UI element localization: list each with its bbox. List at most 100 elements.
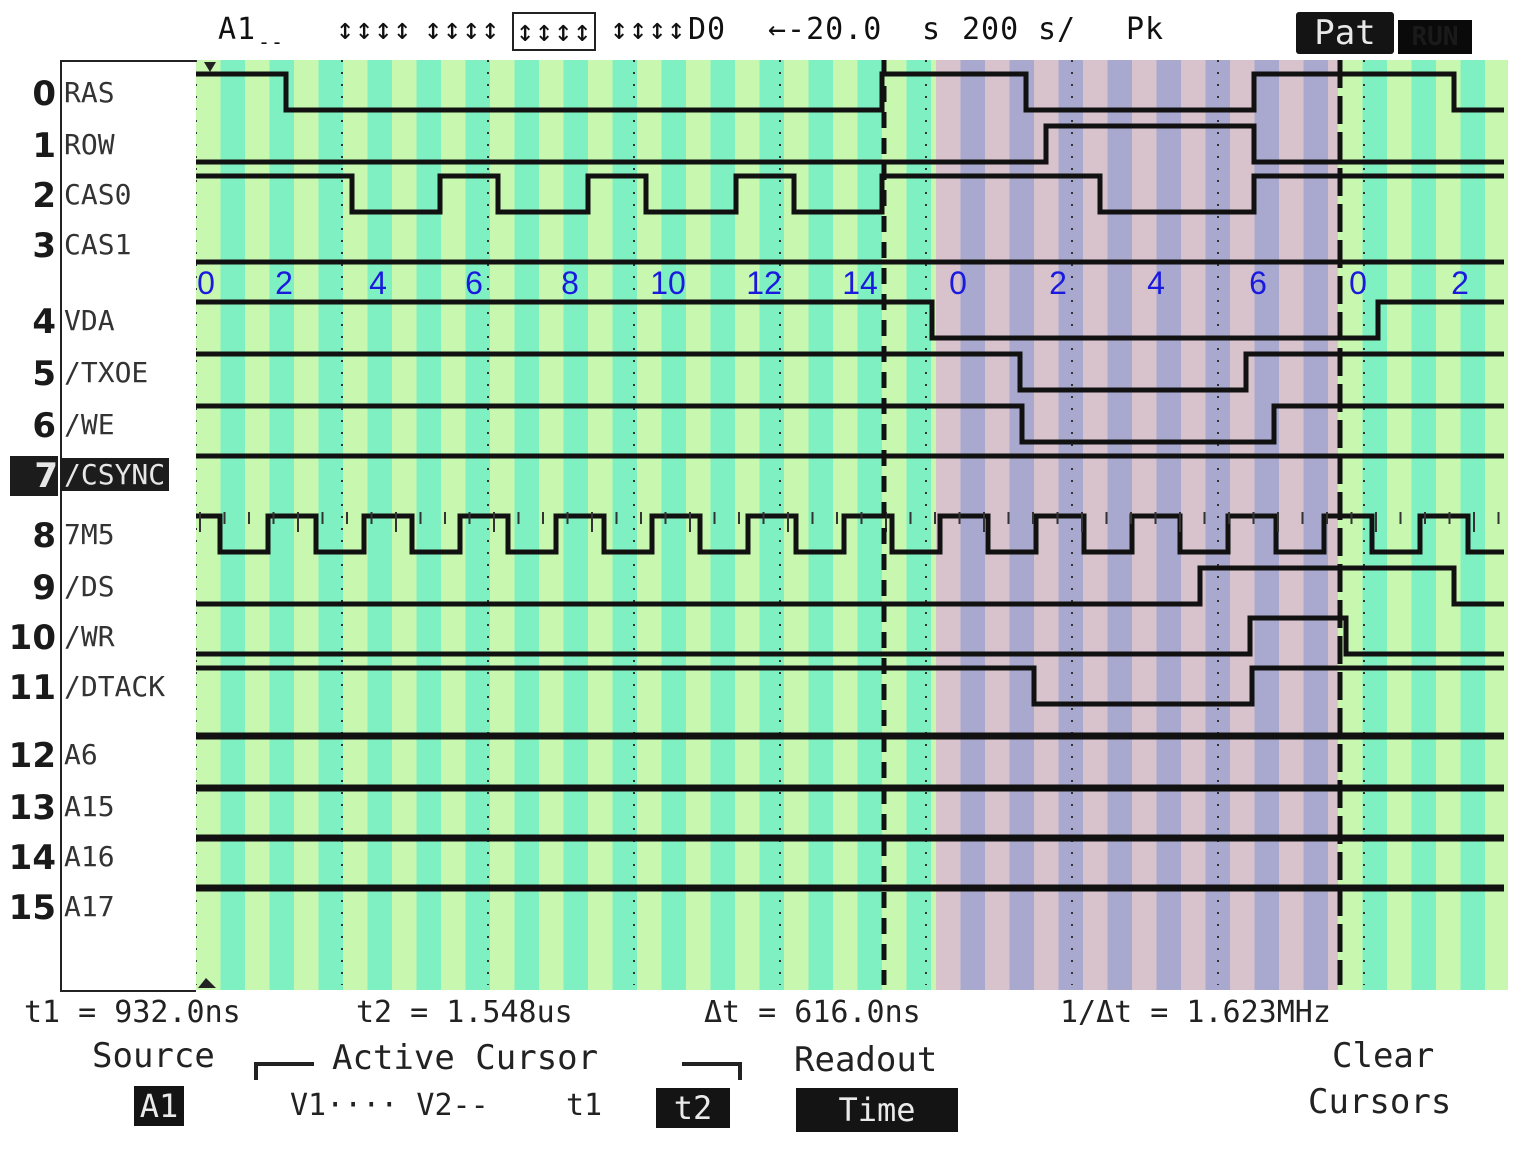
- cycle-label: 4: [369, 265, 387, 301]
- active-cursor-label[interactable]: Active Cursor: [332, 1038, 599, 1078]
- pod-4-indicator: ↕↕↕↕: [610, 12, 687, 47]
- cycle-label: 0: [197, 265, 215, 301]
- background-band: [220, 60, 245, 990]
- t2-option-selected[interactable]: t2: [656, 1088, 730, 1128]
- cursor-readouts: t1 = 932.0ns t2 = 1.548us Δt = 616.0ns 1…: [0, 995, 1536, 1035]
- pod-3-indicator: ↕↕↕↕: [512, 12, 597, 51]
- background-band: [1009, 60, 1034, 990]
- readout-value[interactable]: Time: [796, 1088, 958, 1132]
- channel-14-label[interactable]: A16: [64, 840, 115, 873]
- cycle-label: 0: [949, 265, 967, 301]
- background-band: [367, 60, 392, 990]
- waveform-display[interactable]: 0 2 4 6 8 10 12 14 0 2 4 6 0 2: [196, 60, 1508, 990]
- delay-readout: ←-20.0: [768, 12, 883, 47]
- cycle-label: 2: [1049, 265, 1067, 301]
- cycle-label: 2: [1451, 265, 1469, 301]
- channel-8-number: 8: [32, 516, 56, 556]
- channel-12-number: 12: [8, 736, 56, 776]
- t1-option[interactable]: t1: [566, 1088, 603, 1123]
- cycle-labels: 0 2 4 6 8 10 12 14 0 2 4 6 0 2: [197, 265, 1469, 301]
- clear-cursors-label-2[interactable]: Cursors: [1308, 1082, 1452, 1122]
- channel-2-label[interactable]: CAS0: [64, 178, 132, 211]
- channel-14-number: 14: [8, 838, 56, 878]
- t1-readout: t1 = 932.0ns: [24, 995, 241, 1030]
- background-band: [906, 60, 931, 990]
- background-band: [1436, 60, 1461, 990]
- delta-t-readout: Δt = 616.0ns: [704, 995, 921, 1030]
- channel-5-number: 5: [32, 354, 56, 394]
- readout-softkey-label[interactable]: Readout: [794, 1040, 938, 1080]
- channel-10-label[interactable]: /WR: [64, 620, 115, 653]
- channel-3-number: 3: [32, 226, 56, 266]
- active-cursor-bracket-left: [254, 1062, 314, 1080]
- background-band: [612, 60, 637, 990]
- channel-10-number: 10: [8, 618, 56, 658]
- channel-15-label[interactable]: A17: [64, 890, 115, 923]
- timebase-readout: 200: [962, 12, 1020, 47]
- background-band: [661, 60, 686, 990]
- trace-7m5: [196, 513, 1504, 555]
- channel-7-label[interactable]: /CSYNC: [60, 458, 170, 491]
- channel-8-label[interactable]: 7M5: [64, 518, 115, 551]
- channel-label-frame: [60, 60, 196, 992]
- source-value[interactable]: A1: [134, 1086, 184, 1126]
- background-band: [1362, 60, 1387, 990]
- v-cursor-options[interactable]: V1···· V2--: [290, 1088, 489, 1123]
- pod-suffix: D0: [688, 12, 727, 47]
- background-band: [1460, 60, 1485, 990]
- source-softkey-label[interactable]: Source: [92, 1036, 215, 1076]
- time-ruler-ticks: [199, 512, 1500, 532]
- channel-1-label[interactable]: ROW: [64, 128, 115, 161]
- background-band: [1230, 60, 1255, 990]
- timebase-unit: s/: [1038, 12, 1077, 47]
- cycle-label: 4: [1147, 265, 1165, 301]
- channel-3-label[interactable]: CAS1: [64, 228, 132, 261]
- background-band: [1132, 60, 1157, 990]
- background-band: [808, 60, 833, 990]
- channel-13-label[interactable]: A15: [64, 790, 115, 823]
- background-bands: [196, 60, 1508, 990]
- channel-4-label[interactable]: VDA: [64, 304, 115, 337]
- cycle-label: 6: [1249, 265, 1267, 301]
- background-band: [759, 60, 784, 990]
- channel-indicator: A1: [218, 12, 257, 47]
- background-band: [465, 60, 490, 990]
- background-band: [1387, 60, 1412, 990]
- background-band: [1411, 60, 1436, 990]
- background-band: [1485, 60, 1508, 990]
- channel-13-number: 13: [8, 788, 56, 828]
- softkey-menu: Source A1 Active Cursor V1···· V2-- t1 t…: [0, 1036, 1536, 1152]
- cycle-label: 6: [465, 265, 483, 301]
- channel-2-number: 2: [32, 176, 56, 216]
- background-band: [1058, 60, 1083, 990]
- channel-0-label[interactable]: RAS: [64, 76, 115, 109]
- channel-underscore: --: [258, 30, 285, 54]
- channel-11-number: 11: [8, 668, 56, 708]
- active-cursor-bracket-right: [682, 1062, 742, 1080]
- background-band: [1107, 60, 1132, 990]
- background-band: [960, 60, 985, 990]
- background-band: [710, 60, 735, 990]
- cycle-label: 14: [842, 265, 878, 301]
- background-band: [931, 60, 936, 990]
- channel-6-label[interactable]: /WE: [64, 408, 115, 441]
- channel-12-label[interactable]: A6: [64, 738, 98, 771]
- background-band: [416, 60, 441, 990]
- trace-dtack: [196, 665, 1504, 707]
- run-state-badge[interactable]: RUN: [1398, 20, 1472, 54]
- background-band: [318, 60, 343, 990]
- t2-readout: t2 = 1.548us: [356, 995, 573, 1030]
- channel-9-label[interactable]: /DS: [64, 570, 115, 603]
- trigger-mode-badge[interactable]: Pat: [1296, 12, 1394, 54]
- channel-5-label[interactable]: /TXOE: [64, 356, 149, 389]
- channel-11-label[interactable]: /DTACK: [64, 670, 166, 703]
- channel-4-number: 4: [32, 302, 56, 342]
- channel-6-number: 6: [32, 406, 56, 446]
- bottom-marker-icon: [198, 978, 216, 988]
- top-marker-icon: [204, 62, 216, 72]
- cycle-label: 12: [746, 265, 782, 301]
- pod-2-indicator: ↕↕↕↕: [424, 12, 501, 47]
- cycle-label: 8: [561, 265, 579, 301]
- pod-1-indicator: ↕↕↕↕: [336, 12, 413, 47]
- clear-cursors-label-1[interactable]: Clear: [1332, 1036, 1435, 1076]
